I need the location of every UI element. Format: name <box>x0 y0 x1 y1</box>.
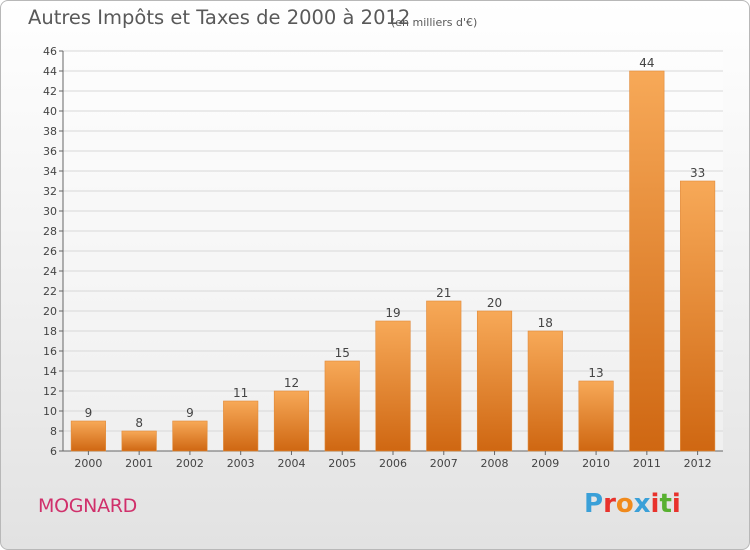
y-tick-label: 26 <box>43 245 57 258</box>
y-tick-label: 18 <box>43 325 57 338</box>
data-label: 33 <box>690 166 705 180</box>
bar <box>680 180 716 452</box>
chart-title: Autres Impôts et Taxes de 2000 à 2012 <box>28 6 411 29</box>
y-tick-label: 22 <box>43 285 57 298</box>
data-label: 19 <box>385 306 400 320</box>
chart-subtitle: (en milliers d'€) <box>391 16 478 29</box>
x-tick-label: 2012 <box>684 457 712 470</box>
y-tick-label: 30 <box>43 205 57 218</box>
data-label: 44 <box>639 56 654 70</box>
data-label: 20 <box>487 296 502 310</box>
y-tick-label: 6 <box>50 445 57 458</box>
logo-letter: r <box>603 489 616 519</box>
x-tick-label: 2005 <box>328 457 356 470</box>
bar <box>527 330 563 452</box>
y-tick-label: 36 <box>43 145 57 158</box>
logo-letter: t <box>659 489 672 519</box>
x-tick-label: 2006 <box>379 457 407 470</box>
bar <box>121 430 157 452</box>
bar <box>273 390 310 452</box>
y-tick-label: 38 <box>43 125 57 138</box>
bar <box>578 380 614 452</box>
bar <box>223 400 259 452</box>
data-label: 12 <box>284 376 299 390</box>
bar <box>324 360 360 452</box>
y-tick-label: 16 <box>43 345 57 358</box>
data-label: 15 <box>335 346 350 360</box>
place-name: MOGNARD <box>38 495 138 517</box>
y-tick-label: 8 <box>50 425 57 438</box>
x-tick-label: 2000 <box>74 457 102 470</box>
logo-letter: o <box>615 489 634 519</box>
data-label: 11 <box>233 386 248 400</box>
bar <box>426 300 462 452</box>
y-tick-label: 46 <box>43 45 57 58</box>
y-tick-label: 44 <box>43 65 57 78</box>
y-tick-label: 42 <box>43 85 57 98</box>
y-tick-label: 24 <box>43 265 57 278</box>
y-tick-label: 14 <box>43 365 57 378</box>
x-tick-label: 2001 <box>125 457 153 470</box>
data-label: 13 <box>588 366 603 380</box>
logo-letter: i <box>671 489 681 519</box>
y-tick-label: 32 <box>43 185 57 198</box>
y-tick-label: 12 <box>43 385 57 398</box>
data-label: 9 <box>186 406 194 420</box>
proxiti-logo: Proxiti <box>584 489 681 519</box>
data-label: 18 <box>538 316 553 330</box>
y-tick-label: 34 <box>43 165 57 178</box>
logo-letter: x <box>633 489 651 519</box>
x-tick-label: 2008 <box>481 457 509 470</box>
x-tick-label: 2007 <box>430 457 458 470</box>
x-tick-label: 2011 <box>633 457 661 470</box>
bar <box>629 70 665 452</box>
x-tick-label: 2004 <box>277 457 305 470</box>
y-tick-label: 40 <box>43 105 57 118</box>
bar <box>476 310 513 452</box>
data-label: 21 <box>436 286 451 300</box>
y-tick-label: 10 <box>43 405 57 418</box>
y-tick-label: 28 <box>43 225 57 238</box>
x-tick-label: 2002 <box>176 457 204 470</box>
x-tick-label: 2003 <box>227 457 255 470</box>
data-label: 9 <box>85 406 93 420</box>
bar <box>70 420 106 452</box>
bar <box>172 420 208 452</box>
x-tick-label: 2010 <box>582 457 610 470</box>
logo-letter: i <box>650 489 660 519</box>
logo-letter: P <box>584 489 604 519</box>
data-label: 8 <box>135 416 143 430</box>
x-tick-label: 2009 <box>531 457 559 470</box>
y-tick-label: 20 <box>43 305 57 318</box>
bar <box>375 320 411 452</box>
